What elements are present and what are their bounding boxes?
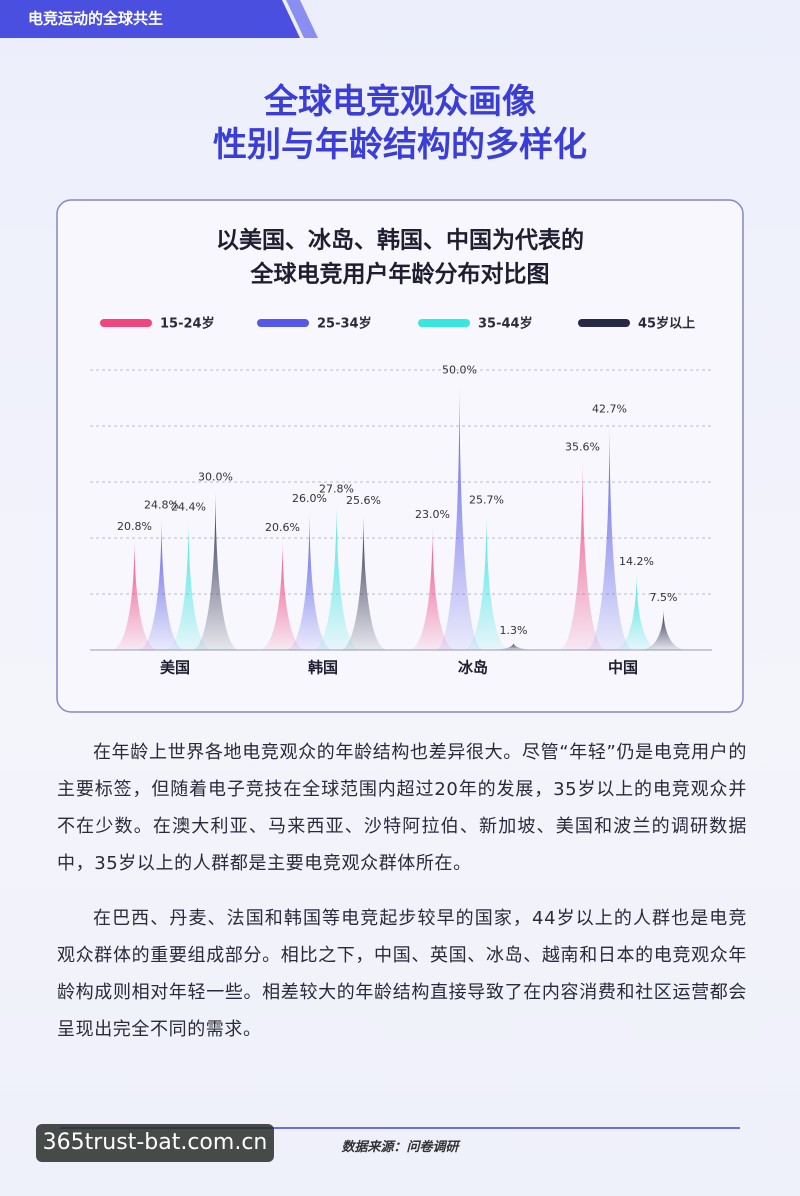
data-label: 42.7% (592, 403, 627, 416)
data-label: 20.6% (265, 521, 300, 534)
data-label: 27.8% (319, 482, 354, 495)
data-label: 24.4% (171, 501, 206, 514)
paragraph: 在巴西、丹麦、法国和韩国等电竞起步较早的国家，44岁以上的人群也是电竞观众群体的… (57, 908, 747, 1040)
chart-frame (56, 199, 744, 713)
bar (612, 574, 661, 650)
legend-swatch (578, 319, 630, 327)
chart-title: 全球电竞用户年龄分布对比图 (250, 261, 550, 288)
paragraph: 在年龄上世界各地电竞观众的年龄结构也差异很大。尽管“年轻”仍是电竞用户的主要标签… (57, 742, 747, 874)
data-label: 7.5% (650, 591, 678, 604)
bar (408, 527, 457, 650)
data-label: 25.6% (346, 494, 381, 507)
chart-title: 以美国、冰岛、韩国、中国为代表的 (216, 227, 584, 254)
bar (191, 489, 240, 650)
legend-swatch (257, 319, 309, 327)
data-label: 23.0% (415, 508, 450, 521)
legend-label: 25-34岁 (317, 316, 372, 332)
data-label: 25.7% (469, 494, 504, 507)
legend-swatch (418, 319, 470, 327)
data-label: 30.0% (198, 471, 233, 484)
data-label: 50.0% (442, 364, 477, 377)
bar (435, 382, 484, 650)
bar (285, 511, 334, 650)
legend-swatch (100, 319, 152, 327)
bar (339, 513, 388, 650)
x-tick-label: 美国 (160, 659, 190, 677)
legend-label: 15-24岁 (160, 316, 215, 332)
bar (639, 609, 688, 650)
page-title: 性别与年龄结构的多样化 (213, 125, 587, 165)
header-accent (286, 0, 318, 38)
x-tick-label: 冰岛 (458, 659, 488, 677)
bar (585, 421, 634, 650)
data-label: 1.3% (500, 624, 528, 637)
watermark: 365trust-bat.com.cn (36, 1124, 274, 1162)
data-label: 14.2% (619, 555, 654, 568)
data-label: 26.0% (292, 492, 327, 505)
header-text: 电竞运动的全球共生 (28, 10, 163, 28)
bar (258, 539, 307, 650)
bar (558, 459, 607, 650)
header-tab (0, 0, 300, 38)
bar (489, 643, 538, 650)
data-label: 24.8% (144, 498, 179, 511)
bar (462, 512, 511, 650)
bar (312, 501, 361, 650)
data-label: 35.6% (565, 441, 600, 454)
data-label: 20.8% (117, 520, 152, 533)
source: 数据来源：问卷调研 (341, 1140, 459, 1155)
legend-label: 35-44岁 (478, 316, 533, 332)
x-tick-label: 韩国 (308, 659, 338, 677)
x-tick-label: 中国 (608, 659, 638, 677)
bar (110, 538, 159, 650)
page-title: 全球电竞观众画像 (264, 82, 536, 122)
bar (164, 519, 213, 650)
bar (137, 517, 186, 650)
legend-label: 45岁以上 (638, 316, 695, 332)
